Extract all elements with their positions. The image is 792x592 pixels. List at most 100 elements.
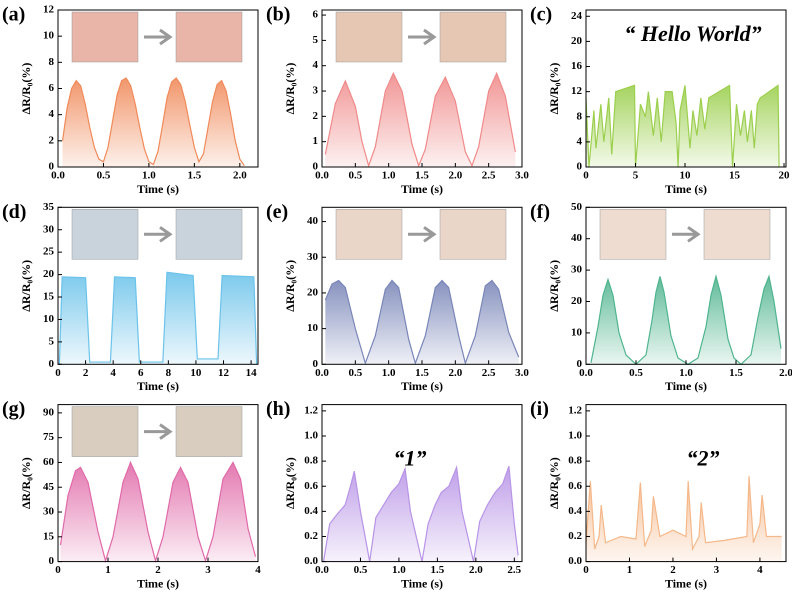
x-tick-label: 4 bbox=[110, 367, 116, 379]
panel-label: (a) bbox=[2, 4, 25, 26]
y-tick-label: 10 bbox=[43, 313, 55, 325]
x-tick-label: 15 bbox=[729, 170, 741, 182]
x-axis-label: Time (s) bbox=[665, 379, 707, 393]
y-tick-label: 0.8 bbox=[568, 455, 582, 467]
y-tick-label: 10 bbox=[43, 30, 55, 42]
y-tick-label: 12 bbox=[43, 4, 55, 16]
y-tick-label: 45 bbox=[43, 481, 55, 493]
arrow bbox=[144, 423, 173, 440]
line bbox=[590, 274, 782, 366]
x-tick-label: 2.5 bbox=[507, 564, 521, 576]
y-tick-label: 0 bbox=[577, 161, 583, 173]
x-tick-label: 1 bbox=[105, 564, 111, 576]
photo bbox=[439, 11, 507, 63]
arrow bbox=[144, 28, 173, 46]
panel-label: (b) bbox=[266, 4, 290, 26]
x-tick-label: 0 bbox=[55, 564, 61, 576]
panel: 0.0 0.2 0.4 0.6 0.8 1.0 1.2 0 1 2 3 4 Time (s) ΔR/R₀(… bbox=[530, 398, 787, 590]
x-tick-label: 2.0 bbox=[448, 170, 462, 182]
x-axis-label: Time (s) bbox=[401, 379, 443, 393]
photo bbox=[335, 11, 403, 63]
photo bbox=[335, 209, 403, 260]
y-tick-label: 75 bbox=[43, 431, 55, 443]
x-tick-label: 2.0 bbox=[233, 170, 247, 182]
y-tick-label: 4 bbox=[313, 59, 319, 71]
x-tick-label: 10 bbox=[680, 170, 692, 182]
y-tick-label: 4 bbox=[49, 108, 55, 120]
x-tick-label: 0 bbox=[55, 367, 61, 379]
y-tick-label: 60 bbox=[43, 456, 55, 468]
y-tick-label: 25 bbox=[43, 246, 55, 258]
arrow bbox=[408, 226, 437, 243]
x-axis-label: Time (s) bbox=[137, 379, 179, 393]
y-tick-label: 3 bbox=[313, 85, 319, 97]
y-tick-label: 30 bbox=[43, 506, 55, 518]
y-tick-label: 0 bbox=[49, 555, 55, 567]
y-tick-label: 24 bbox=[571, 10, 583, 22]
y-tick-label: 10 bbox=[307, 322, 319, 334]
x-axis-label: Time (s) bbox=[401, 576, 443, 590]
panel-title: “ Hello World” bbox=[624, 21, 761, 46]
y-tick-label: 1 bbox=[313, 135, 319, 147]
area-fill bbox=[586, 476, 782, 562]
y-tick-label: 40 bbox=[307, 215, 319, 227]
x-tick-label: 0.5 bbox=[97, 170, 111, 182]
y-tick-label: 30 bbox=[307, 251, 319, 263]
x-tick-label: 3 bbox=[205, 564, 211, 576]
panel-label: (g) bbox=[2, 398, 25, 420]
plot-frame bbox=[57, 206, 259, 365]
x-tick-label: 1 bbox=[627, 564, 633, 576]
y-axis-label: ΔR/R₀(%) bbox=[547, 457, 561, 509]
y-tick-label: 0.6 bbox=[304, 480, 318, 492]
x-axis-label: Time (s) bbox=[401, 182, 443, 196]
x-tick-label: 3.0 bbox=[515, 367, 529, 379]
y-tick-label: 12 bbox=[571, 85, 583, 97]
line bbox=[58, 271, 258, 365]
y-axis-label: ΔR/R₀(%) bbox=[547, 260, 561, 312]
y-tick-label: 0.4 bbox=[304, 505, 318, 517]
panel: 0 4 8 12 16 20 24 0 5 10 15 20 Time (s) ΔR/R₀(%) (c) “ … bbox=[530, 4, 790, 196]
x-tick-label: 1.0 bbox=[142, 170, 156, 182]
y-tick-label: 30 bbox=[43, 223, 55, 235]
y-tick-label: 30 bbox=[571, 264, 583, 276]
panel-title: “1” bbox=[394, 446, 427, 471]
y-tick-label: 8 bbox=[49, 56, 55, 68]
panel: 0 5 10 15 20 25 30 35 0 2 4 6 8 10 12 14 Time (s) ΔR/R₀(%… bbox=[2, 201, 259, 393]
area-fill bbox=[60, 462, 256, 562]
y-tick-label: 0.8 bbox=[304, 455, 318, 467]
photo bbox=[703, 209, 771, 260]
photo bbox=[599, 209, 667, 260]
x-tick-label: 1.5 bbox=[415, 170, 429, 182]
y-axis-label: ΔR/R₀(%) bbox=[283, 63, 297, 115]
line bbox=[585, 476, 782, 552]
arrow bbox=[408, 28, 437, 46]
x-tick-label: 0.0 bbox=[51, 170, 65, 182]
y-tick-label: 5 bbox=[49, 335, 55, 347]
x-tick-label: 2 bbox=[155, 564, 161, 576]
y-axis-label: ΔR/R₀(%) bbox=[547, 63, 561, 115]
x-axis-label: Time (s) bbox=[665, 576, 707, 590]
y-tick-label: 20 bbox=[571, 35, 583, 47]
x-tick-label: 8 bbox=[166, 367, 172, 379]
y-tick-label: 0 bbox=[313, 358, 319, 370]
plot-frame bbox=[321, 404, 523, 563]
y-tick-label: 15 bbox=[43, 291, 55, 303]
y-tick-label: 0.6 bbox=[568, 480, 582, 492]
line bbox=[59, 460, 257, 563]
arrow bbox=[144, 226, 173, 243]
arrow bbox=[672, 226, 701, 243]
x-tick-label: 0 bbox=[583, 564, 589, 576]
photo bbox=[175, 406, 243, 457]
x-tick-label: 4 bbox=[757, 564, 763, 576]
y-tick-label: 5 bbox=[313, 34, 319, 46]
y-tick-label: 90 bbox=[43, 406, 55, 418]
x-tick-label: 2.0 bbox=[448, 367, 462, 379]
y-tick-label: 2 bbox=[313, 110, 319, 122]
y-axis-label: ΔR/R₀(%) bbox=[19, 63, 33, 115]
photo bbox=[71, 406, 139, 457]
x-tick-label: 1.0 bbox=[382, 367, 396, 379]
x-tick-label: 0.5 bbox=[629, 367, 643, 379]
y-tick-label: 0.4 bbox=[568, 505, 582, 517]
x-tick-label: 0.5 bbox=[348, 367, 362, 379]
y-tick-label: 8 bbox=[577, 110, 583, 122]
